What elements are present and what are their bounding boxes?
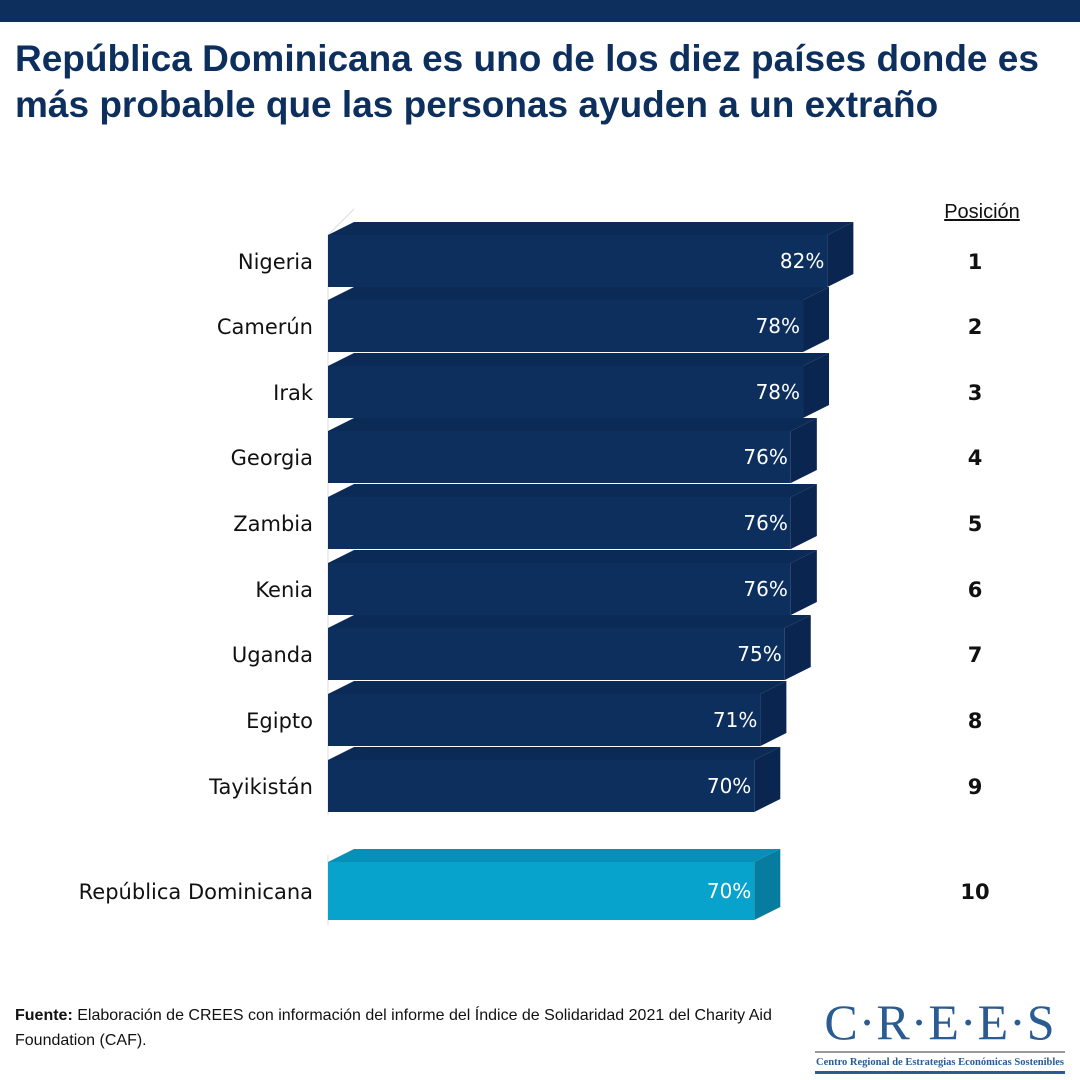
bar	[328, 235, 828, 287]
bar	[328, 563, 791, 615]
bar-top	[328, 222, 854, 235]
category-label: Uganda	[232, 643, 313, 667]
bar-top	[328, 484, 817, 497]
bar	[328, 760, 755, 812]
bar-top	[328, 747, 781, 760]
bar	[328, 628, 785, 680]
bar-side	[803, 353, 830, 418]
axis-tick	[327, 208, 355, 236]
rank-label: 4	[968, 446, 983, 470]
category-label: Nigeria	[238, 250, 313, 274]
value-label: 76%	[743, 511, 787, 535]
value-label: 70%	[707, 879, 751, 903]
bar-side	[790, 418, 817, 483]
rank-label: 2	[968, 315, 983, 339]
bar-side	[790, 484, 817, 549]
bar-side	[760, 681, 787, 746]
rank-label: 9	[968, 775, 983, 799]
page-title: República Dominicana es uno de los diez …	[15, 38, 1039, 125]
bar	[328, 431, 791, 483]
rank-label: 1	[968, 250, 983, 274]
category-label: Irak	[273, 381, 314, 405]
bar-top	[328, 353, 830, 366]
rank-label: 7	[968, 643, 983, 667]
value-label: 78%	[756, 314, 800, 338]
bar	[328, 300, 804, 352]
bar-side	[803, 287, 830, 352]
value-label: 75%	[737, 642, 781, 666]
crees-logo: C·R·E·E·S Centro Regional de Estrategias…	[815, 995, 1065, 1074]
source-note: Fuente: Elaboración de CREES con informa…	[15, 1003, 775, 1053]
category-label: Kenia	[255, 578, 313, 602]
bar	[328, 862, 755, 920]
bar-top	[328, 418, 817, 431]
bar-side	[754, 747, 781, 812]
value-label: 82%	[780, 249, 824, 273]
bar-side	[784, 615, 811, 680]
category-label: República Dominicana	[79, 880, 313, 904]
rank-header: Posición	[944, 201, 1020, 223]
bar-top	[328, 287, 830, 300]
bar	[328, 366, 804, 418]
category-label: Egipto	[246, 709, 313, 733]
rank-label: 5	[968, 512, 983, 536]
value-label: 70%	[707, 774, 751, 798]
category-label: Zambia	[233, 512, 313, 536]
value-label: 71%	[713, 708, 757, 732]
rank-label: 6	[968, 578, 983, 602]
value-label: 76%	[743, 577, 787, 601]
bar	[328, 497, 791, 549]
source-text: Elaboración de CREES con información del…	[15, 1007, 772, 1049]
category-label: Georgia	[231, 446, 313, 470]
bar-side	[827, 222, 854, 287]
rank-label: 10	[960, 880, 989, 904]
logo-sub: Centro Regional de Estrategias Económica…	[815, 1057, 1064, 1068]
value-label: 76%	[743, 445, 787, 469]
bar-top	[328, 681, 787, 694]
bar-top	[328, 615, 811, 628]
rank-label: 8	[968, 709, 983, 733]
bar-top	[328, 849, 781, 862]
rank-label: 3	[968, 381, 983, 405]
category-label: Tayikistán	[208, 775, 313, 799]
value-label: 78%	[756, 380, 800, 404]
logo-main: C·R·E·E·S	[824, 994, 1056, 1050]
source-label: Fuente:	[15, 1007, 73, 1024]
bar-top	[328, 550, 817, 563]
category-label: Camerún	[217, 315, 313, 339]
bar-side	[790, 550, 817, 615]
bar	[328, 694, 761, 746]
top-bar	[0, 0, 1080, 22]
bar-side	[754, 849, 781, 920]
